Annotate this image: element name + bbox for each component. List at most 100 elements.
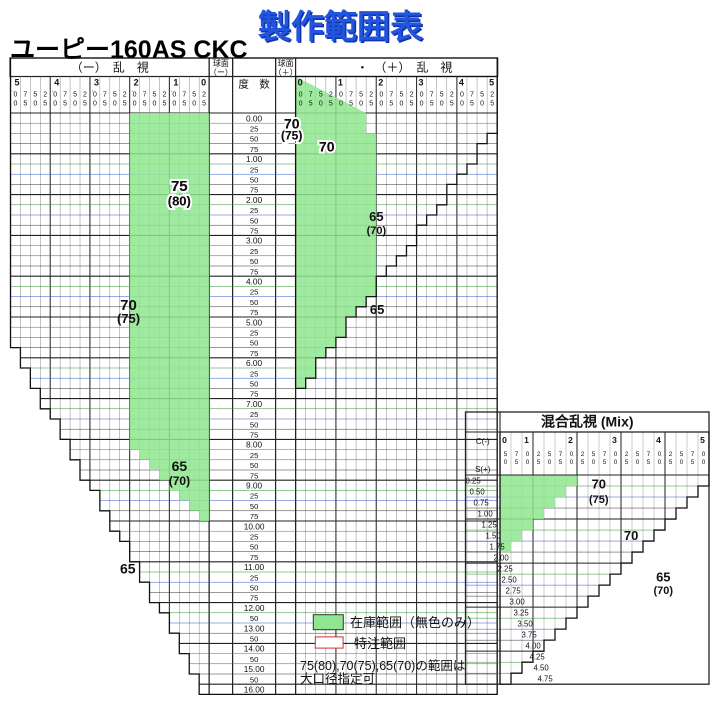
svg-text:65: 65 xyxy=(172,458,188,474)
svg-text:50: 50 xyxy=(250,298,258,307)
svg-text:50: 50 xyxy=(250,543,258,552)
svg-text:C(-): C(-) xyxy=(476,437,490,446)
svg-text:0: 0 xyxy=(359,101,363,108)
svg-text:4.75: 4.75 xyxy=(538,675,554,684)
svg-text:5: 5 xyxy=(192,92,196,99)
svg-text:2: 2 xyxy=(162,92,166,99)
svg-text:50: 50 xyxy=(250,584,258,593)
svg-text:球面: 球面 xyxy=(278,58,294,68)
svg-text:5: 5 xyxy=(691,459,695,466)
svg-text:5: 5 xyxy=(329,101,333,108)
svg-text:大口径指定可: 大口径指定可 xyxy=(300,671,375,686)
svg-text:11.00: 11.00 xyxy=(244,562,265,572)
svg-text:2: 2 xyxy=(369,92,373,99)
svg-text:5: 5 xyxy=(399,92,403,99)
svg-text:0: 0 xyxy=(299,101,303,108)
svg-text:5: 5 xyxy=(309,101,313,108)
svg-text:5: 5 xyxy=(440,92,444,99)
svg-text:75: 75 xyxy=(250,308,258,317)
svg-text:25: 25 xyxy=(250,369,258,378)
svg-text:1.00: 1.00 xyxy=(478,510,494,519)
svg-text:5: 5 xyxy=(182,101,186,108)
svg-text:0: 0 xyxy=(298,78,303,88)
svg-text:5: 5 xyxy=(349,101,353,108)
svg-text:7: 7 xyxy=(389,92,393,99)
svg-text:0: 0 xyxy=(201,78,206,88)
svg-text:0: 0 xyxy=(93,92,97,99)
svg-text:0: 0 xyxy=(658,451,662,458)
svg-text:75: 75 xyxy=(250,431,258,440)
svg-text:0: 0 xyxy=(420,101,424,108)
svg-text:0: 0 xyxy=(399,101,403,108)
svg-text:75: 75 xyxy=(250,594,258,603)
svg-text:7: 7 xyxy=(103,92,107,99)
svg-text:5: 5 xyxy=(319,92,323,99)
svg-text:2: 2 xyxy=(123,92,127,99)
svg-text:2: 2 xyxy=(134,78,139,88)
svg-text:7: 7 xyxy=(470,92,474,99)
svg-text:5: 5 xyxy=(700,435,705,445)
svg-text:2: 2 xyxy=(329,92,333,99)
svg-text:50: 50 xyxy=(250,380,258,389)
svg-text:25: 25 xyxy=(250,125,258,134)
svg-text:2: 2 xyxy=(202,92,206,99)
svg-text:0.50: 0.50 xyxy=(470,488,486,497)
svg-text:5: 5 xyxy=(123,101,127,108)
svg-text:4: 4 xyxy=(54,78,59,88)
svg-text:1.00: 1.00 xyxy=(246,154,263,164)
svg-text:5: 5 xyxy=(680,451,684,458)
svg-text:0: 0 xyxy=(172,101,176,108)
svg-text:15.00: 15.00 xyxy=(244,664,265,674)
svg-text:0: 0 xyxy=(339,101,343,108)
svg-text:65: 65 xyxy=(369,209,383,224)
svg-text:0: 0 xyxy=(299,92,303,99)
svg-text:・ （＋） 乱 視: ・ （＋） 乱 視 xyxy=(356,59,452,74)
svg-text:0: 0 xyxy=(420,92,424,99)
svg-text:度 数: 度 数 xyxy=(238,78,270,91)
svg-text:2: 2 xyxy=(581,451,585,458)
svg-text:25: 25 xyxy=(250,533,258,542)
svg-text:2: 2 xyxy=(490,92,494,99)
svg-text:(70): (70) xyxy=(367,225,387,237)
svg-text:75: 75 xyxy=(250,512,258,521)
svg-text:3.00: 3.00 xyxy=(246,236,263,246)
svg-text:1.75: 1.75 xyxy=(490,543,506,552)
svg-text:0.25: 0.25 xyxy=(466,477,482,486)
svg-text:5: 5 xyxy=(490,101,494,108)
svg-text:5: 5 xyxy=(103,101,107,108)
svg-text:7: 7 xyxy=(143,92,147,99)
svg-text:0: 0 xyxy=(14,101,18,108)
svg-text:2: 2 xyxy=(83,92,87,99)
svg-text:7: 7 xyxy=(63,92,67,99)
svg-text:5: 5 xyxy=(581,459,585,466)
svg-text:1: 1 xyxy=(524,435,529,445)
svg-text:0: 0 xyxy=(113,101,117,108)
svg-text:50: 50 xyxy=(250,135,258,144)
svg-text:70: 70 xyxy=(592,476,606,491)
svg-text:7: 7 xyxy=(430,92,434,99)
svg-text:0: 0 xyxy=(570,459,574,466)
svg-text:5: 5 xyxy=(202,101,206,108)
svg-text:50: 50 xyxy=(250,635,258,644)
svg-text:75: 75 xyxy=(250,390,258,399)
svg-text:0: 0 xyxy=(440,101,444,108)
svg-text:50: 50 xyxy=(250,176,258,185)
svg-text:5: 5 xyxy=(43,101,47,108)
svg-text:75: 75 xyxy=(250,471,258,480)
svg-text:7: 7 xyxy=(23,92,27,99)
svg-text:25: 25 xyxy=(250,451,258,460)
svg-text:0: 0 xyxy=(614,451,618,458)
svg-text:(70): (70) xyxy=(169,474,190,488)
svg-text:5: 5 xyxy=(73,92,77,99)
svg-text:75: 75 xyxy=(250,349,258,358)
svg-text:(80): (80) xyxy=(168,194,191,209)
svg-text:0: 0 xyxy=(339,92,343,99)
svg-text:25: 25 xyxy=(250,206,258,215)
svg-text:5: 5 xyxy=(410,101,414,108)
svg-text:50: 50 xyxy=(250,216,258,225)
svg-text:3: 3 xyxy=(419,78,424,88)
svg-text:4: 4 xyxy=(656,435,661,445)
svg-text:（ー）: （ー） xyxy=(209,68,233,77)
svg-text:50: 50 xyxy=(250,614,258,623)
svg-text:混合乱視 (Mix): 混合乱視 (Mix) xyxy=(541,414,634,430)
